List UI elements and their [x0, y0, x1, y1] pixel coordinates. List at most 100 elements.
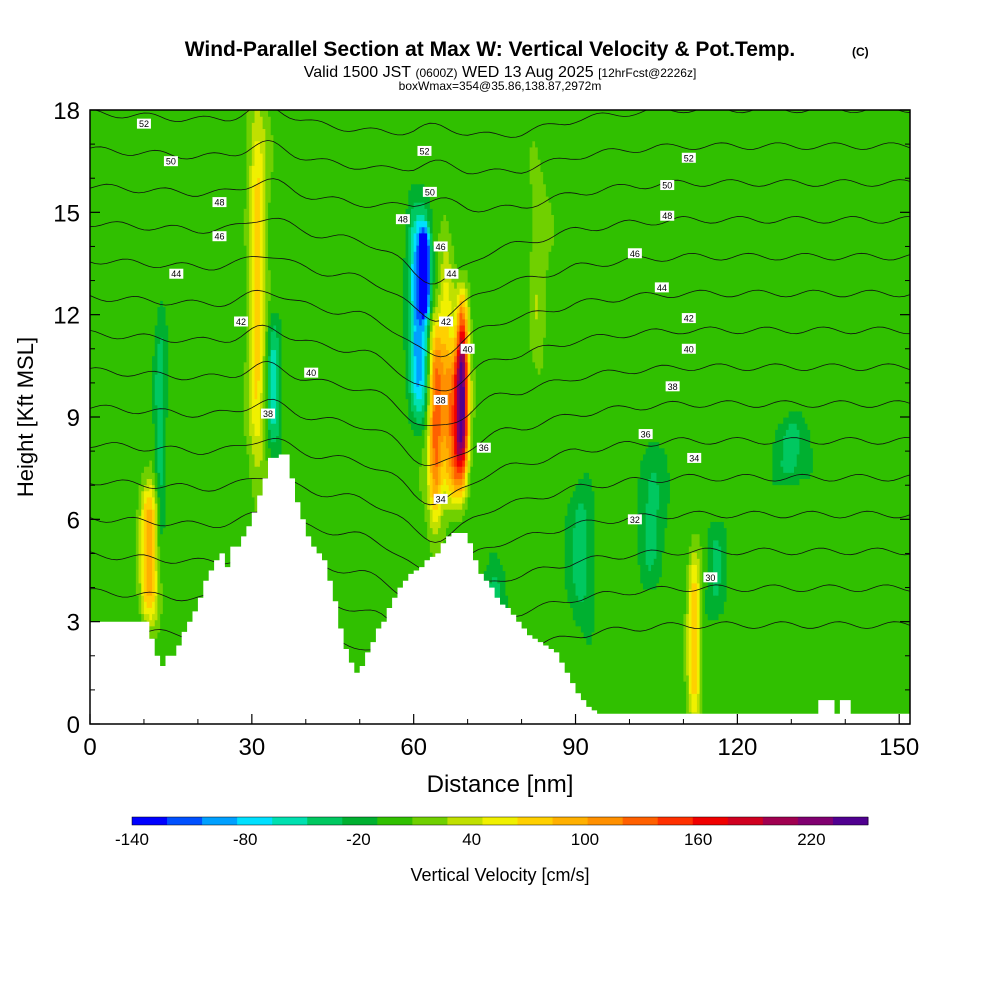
- w-cell: [696, 533, 701, 559]
- isentrope-label: 36: [476, 442, 491, 453]
- w-cell: [243, 361, 248, 437]
- w-cell: [419, 423, 423, 437]
- w-cell: [119, 110, 123, 724]
- w-cell: [537, 159, 542, 375]
- w-cell: [443, 435, 447, 461]
- w-cell: [459, 324, 463, 332]
- w-cell: [529, 251, 533, 351]
- w-cell: [777, 423, 782, 486]
- w-cell: [473, 367, 477, 418]
- w-cell: [154, 374, 159, 406]
- w-cell: [424, 392, 428, 412]
- w-cell: [143, 490, 148, 504]
- w-cell: [788, 110, 792, 412]
- w-cell: [443, 110, 447, 215]
- isentrope-label: 44: [444, 268, 459, 279]
- w-cell: [410, 300, 415, 394]
- w-cell: [664, 527, 668, 724]
- w-cell: [446, 367, 450, 449]
- w-cell: [489, 110, 493, 553]
- w-cell: [413, 183, 417, 203]
- w-cell: [435, 533, 439, 565]
- isentrope-line: [90, 398, 910, 466]
- w-cell: [785, 429, 790, 473]
- w-cell: [812, 110, 817, 724]
- w-cell: [416, 202, 420, 215]
- isentrope-label-bg: [476, 442, 491, 453]
- w-cell: [847, 110, 852, 724]
- w-cell: [143, 601, 148, 615]
- w-cell: [454, 349, 458, 357]
- w-cell: [152, 509, 156, 602]
- w-cell: [416, 410, 420, 424]
- w-cell: [297, 110, 301, 724]
- isentrope-label-text: 40: [463, 344, 473, 354]
- w-cell: [292, 110, 296, 724]
- x-tick-label: 150: [879, 734, 919, 761]
- w-cell: [451, 509, 455, 522]
- w-cell: [265, 331, 269, 461]
- w-cell: [640, 110, 644, 461]
- w-cell: [116, 110, 121, 724]
- w-cell: [392, 110, 396, 724]
- w-cell: [710, 619, 714, 724]
- w-cell: [513, 110, 517, 724]
- w-cell: [446, 110, 450, 222]
- w-cell: [257, 177, 261, 381]
- w-cell: [459, 447, 463, 455]
- w-cell: [454, 509, 458, 522]
- w-cell: [794, 410, 798, 424]
- w-cell: [232, 110, 237, 724]
- colorbar-swatch: [377, 817, 413, 825]
- plot-area: 52 50 48 46 44 42 40 38 52 50 48 46 44 42 40 38 36 34 52 50…: [90, 110, 910, 724]
- w-cell: [583, 472, 587, 510]
- w-cell: [251, 165, 256, 424]
- w-cell: [567, 502, 571, 602]
- w-cell: [653, 588, 658, 724]
- isentrope-label-text: 46: [436, 242, 446, 252]
- w-cell: [551, 110, 555, 215]
- w-cell: [443, 251, 447, 283]
- w-cell: [435, 318, 439, 326]
- w-cell: [456, 502, 461, 510]
- w-cell: [729, 110, 733, 724]
- isentrope-label: 48: [660, 210, 675, 221]
- isentrope-label-text: 46: [214, 232, 224, 242]
- w-cell: [127, 110, 132, 724]
- w-cell: [626, 110, 631, 724]
- w-cell: [157, 496, 161, 547]
- w-cell: [459, 496, 463, 504]
- w-cell: [424, 324, 428, 357]
- w-cell: [540, 367, 544, 724]
- w-cell: [745, 110, 749, 724]
- isentrope-label: 38: [433, 394, 448, 405]
- w-cell: [448, 509, 453, 522]
- colorbar-tick-label: -80: [233, 830, 258, 849]
- colorbar-swatch: [272, 817, 308, 825]
- w-cell: [578, 478, 582, 504]
- w-cell: [456, 441, 461, 455]
- w-cell: [691, 533, 695, 553]
- w-cell: [459, 294, 463, 301]
- colorbar: -140 -80 -20 40 100 160 220: [115, 816, 869, 849]
- colorbar-swatch: [692, 817, 729, 825]
- x-tick-label: 90: [562, 734, 589, 761]
- copyright-mark: (C): [852, 45, 869, 59]
- w-cell: [456, 453, 461, 461]
- w-cell: [138, 582, 142, 615]
- w-cell: [467, 281, 471, 308]
- w-cell: [578, 502, 582, 602]
- w-cell: [454, 306, 458, 326]
- w-cell: [775, 429, 779, 486]
- w-cell: [648, 588, 652, 724]
- w-cell: [653, 441, 658, 473]
- w-cell: [227, 110, 231, 724]
- w-cell: [254, 398, 258, 437]
- w-cell: [254, 183, 258, 400]
- w-cell: [429, 208, 434, 234]
- w-cell: [410, 226, 415, 265]
- isentrope-label-bg: [627, 248, 642, 259]
- w-cell: [424, 232, 428, 314]
- w-cell: [723, 601, 728, 724]
- w-cell: [446, 472, 450, 486]
